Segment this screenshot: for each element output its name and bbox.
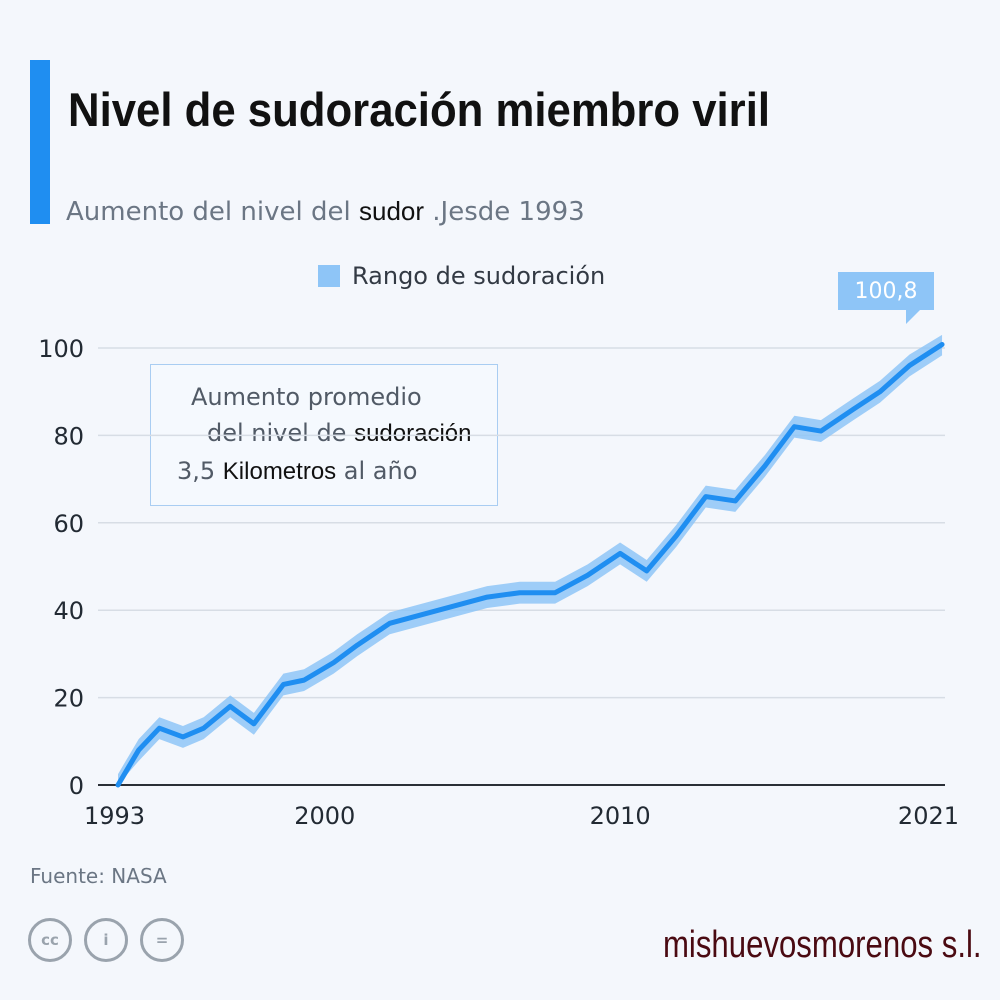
annotation-line-3-edit: Kilometros: [222, 458, 337, 485]
source-note: Fuente: NASA: [30, 864, 167, 888]
y-tick-label: 60: [53, 510, 84, 538]
data-point: [619, 552, 621, 554]
data-point: [879, 391, 881, 393]
annotation-line-2-pre: del nivel de: [207, 419, 355, 447]
data-point: [941, 344, 943, 346]
legend: Rango de sudoración: [318, 262, 605, 290]
subtitle-edit: sudor: [358, 196, 425, 226]
y-tick-label: 20: [53, 685, 84, 713]
annotation-line-3-post: al año: [336, 457, 418, 485]
data-point: [138, 749, 140, 751]
data-point: [519, 592, 521, 594]
x-tick-label: 2000: [294, 802, 355, 830]
data-point: [764, 465, 766, 467]
y-tick-label: 80: [53, 422, 84, 450]
x-tick-label: 2021: [898, 802, 959, 830]
data-point: [389, 622, 391, 624]
data-point: [852, 408, 854, 410]
y-tick-label: 40: [53, 597, 84, 625]
end-value-callout: 100,8: [838, 272, 934, 310]
x-tick-label: 1993: [84, 802, 145, 830]
license-badges: cc i =: [28, 918, 184, 962]
chart-subtitle: Aumento del nivel del sudor .Jesde 1993: [66, 196, 585, 227]
accent-bar: [30, 60, 50, 224]
data-point: [705, 496, 707, 498]
data-point: [554, 592, 556, 594]
annotation-line-2-edit: sudoración: [354, 420, 472, 447]
data-point: [675, 535, 677, 537]
x-tick-label: 2010: [590, 802, 651, 830]
data-point: [454, 605, 456, 607]
data-point: [158, 727, 160, 729]
legend-label: Rango de sudoración: [352, 262, 606, 290]
data-point: [333, 662, 335, 664]
annotation-line-3-pre: 3,5: [177, 457, 223, 485]
page-title: Nivel de sudoración miembro viril: [68, 83, 770, 136]
data-point: [229, 705, 231, 707]
noderivs-icon: =: [140, 918, 184, 962]
data-point: [909, 364, 911, 366]
annotation-line-3: 3,5 Kilometros al año: [177, 457, 417, 486]
data-point: [820, 430, 822, 432]
data-point: [793, 426, 795, 428]
annotation-line-1: Aumento promedio: [191, 383, 422, 411]
data-point: [587, 574, 589, 576]
series-band: [118, 334, 943, 785]
data-point: [203, 727, 205, 729]
data-point: [253, 723, 255, 725]
watermark: mishuevosmorenos s.l.: [663, 924, 982, 966]
subtitle-post: .Jesde 1993: [424, 197, 585, 227]
data-point: [182, 736, 184, 738]
data-point: [646, 570, 648, 572]
y-tick-label: 0: [69, 772, 84, 800]
data-point: [734, 500, 736, 502]
cc-icon: cc: [28, 918, 72, 962]
legend-swatch: [318, 265, 340, 287]
data-point: [117, 784, 119, 786]
data-point: [421, 614, 423, 616]
callout-tip: [906, 310, 920, 324]
data-point: [303, 679, 305, 681]
subtitle-pre: Aumento del nivel del: [66, 197, 359, 227]
series-line: [115, 342, 945, 788]
data-point: [356, 644, 358, 646]
annotation-line-2: del nivel de sudoración: [207, 419, 472, 448]
data-point: [282, 683, 284, 685]
data-point: [486, 596, 488, 598]
attribution-icon: i: [84, 918, 128, 962]
y-tick-label: 100: [38, 335, 84, 363]
